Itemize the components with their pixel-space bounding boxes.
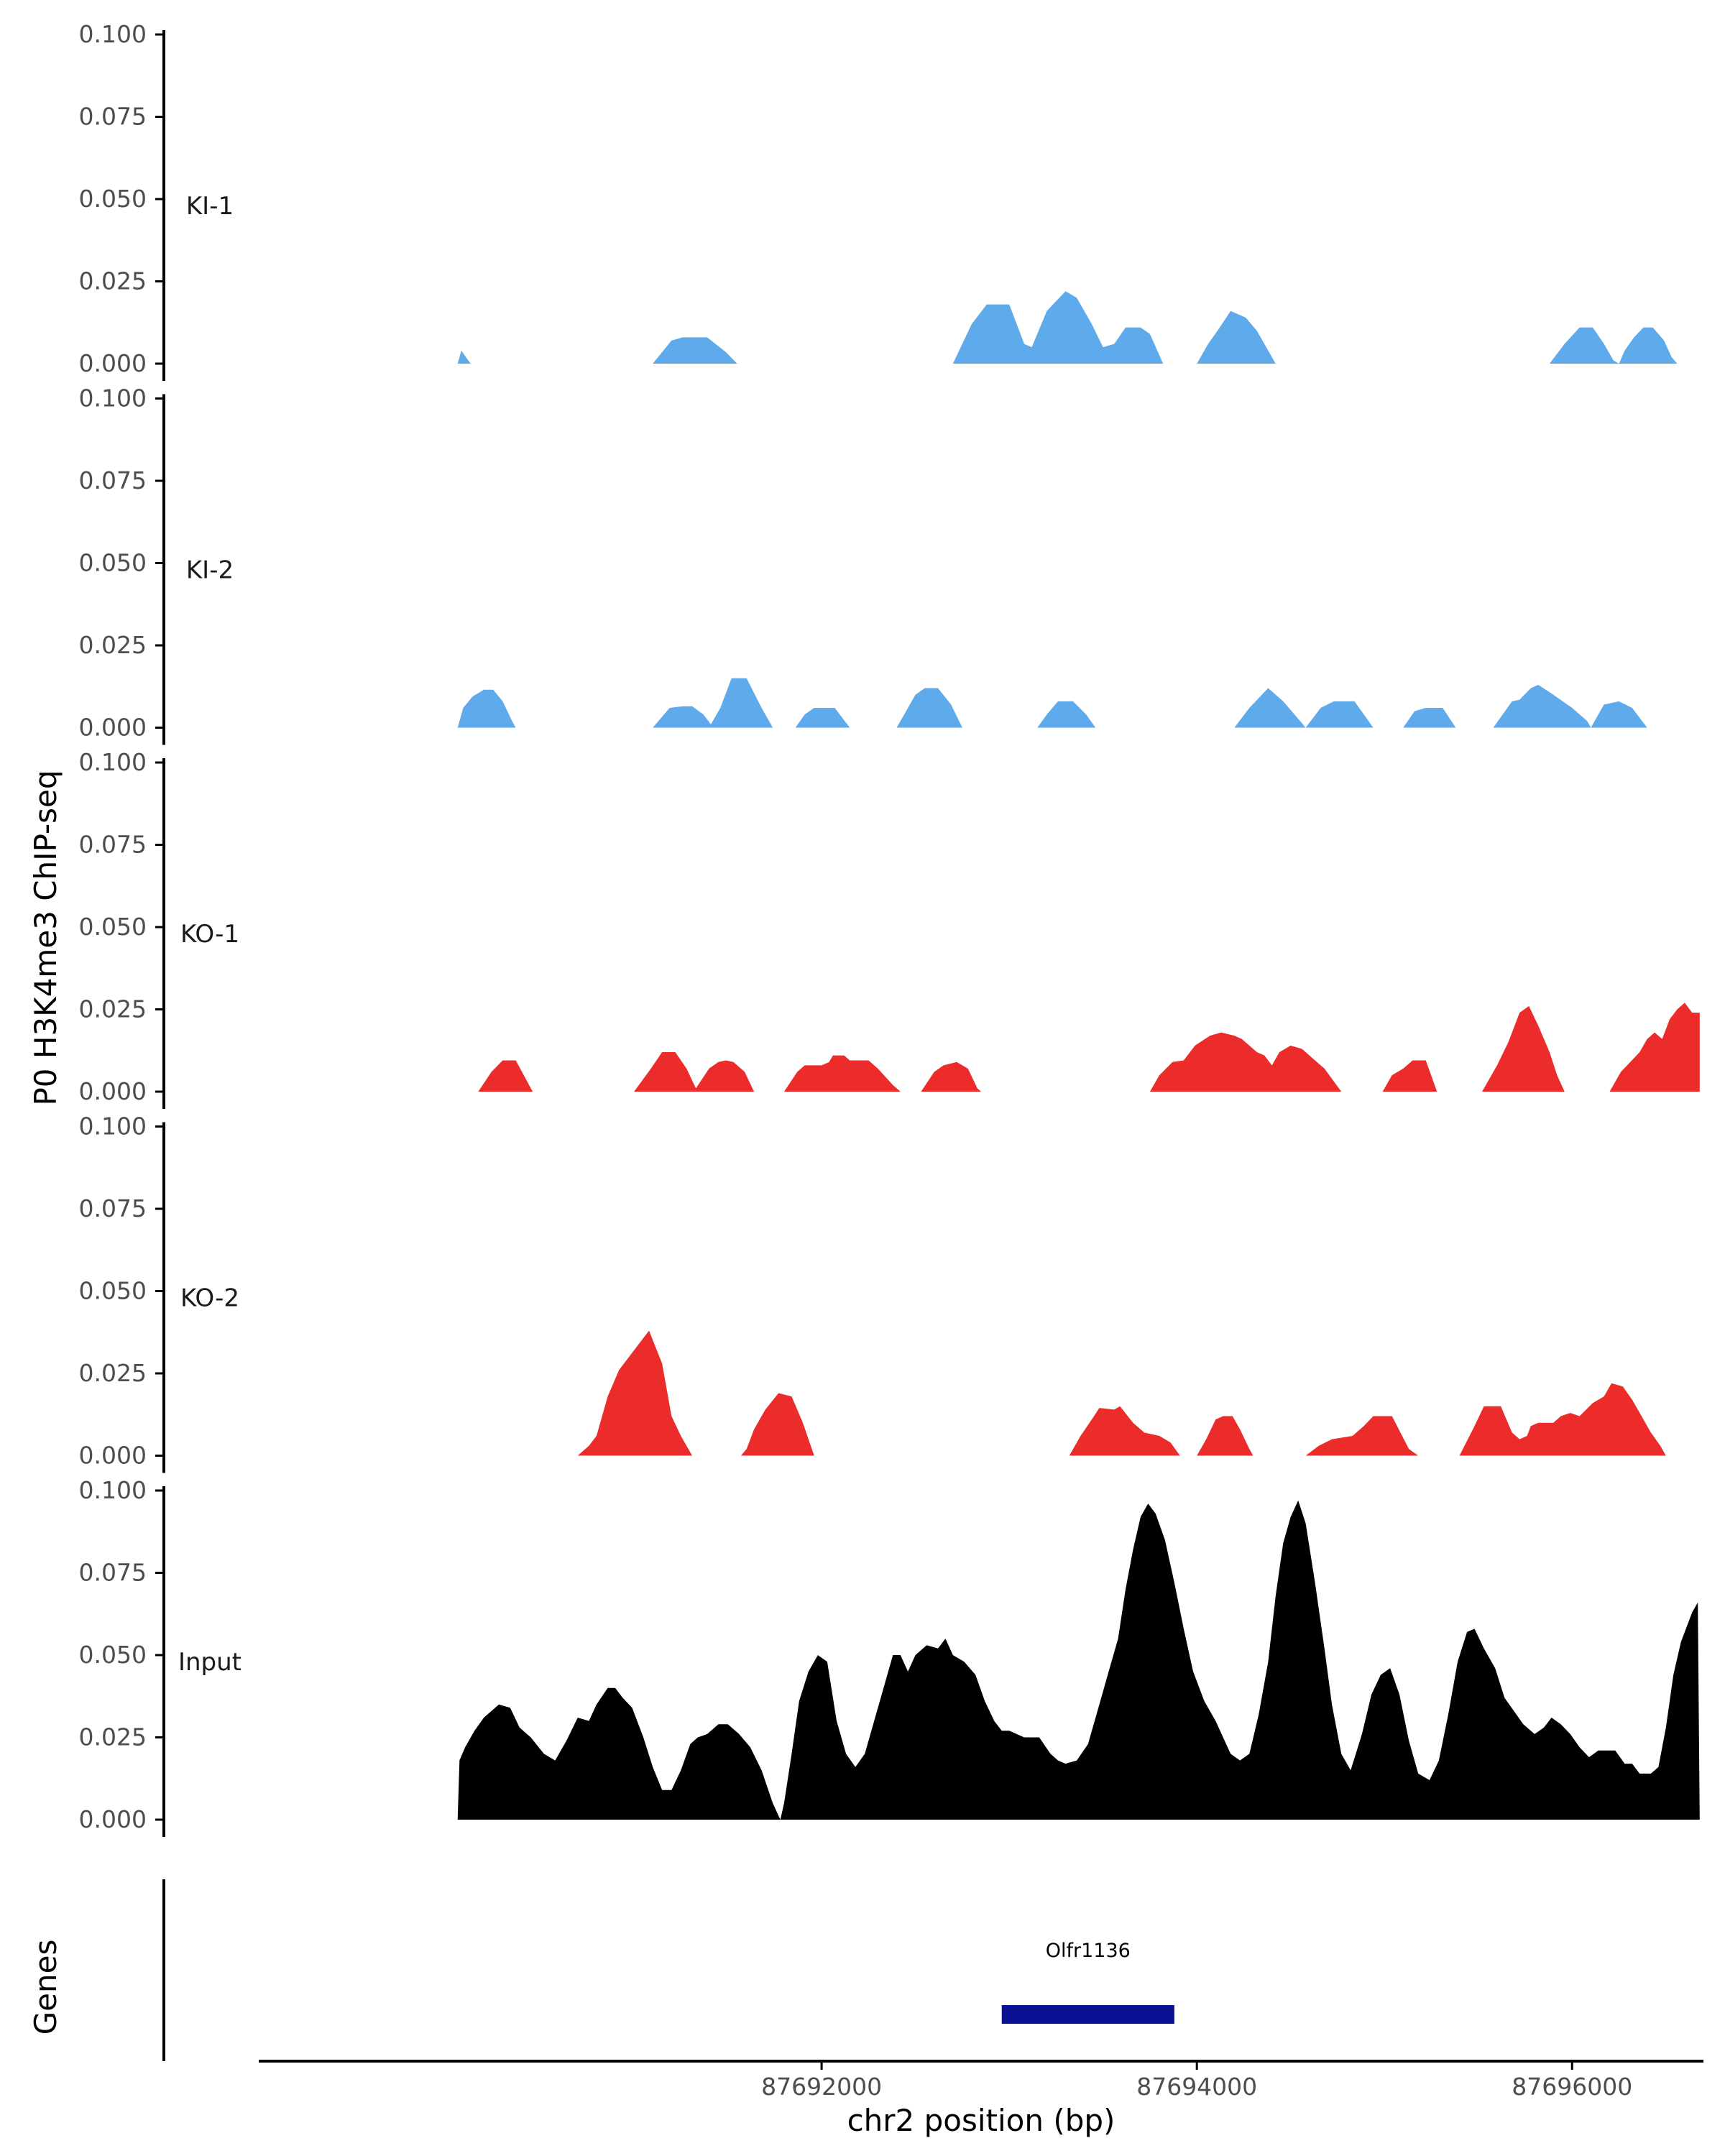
x-tick-label: 87694000: [1136, 2073, 1257, 2101]
y-axis-title: P0 H3K4me3 ChIP-seq: [28, 770, 63, 1105]
gene-label: Olfr1136: [1046, 1940, 1131, 1962]
coverage-peak: [1609, 1003, 1700, 1092]
coverage-peak: [1382, 1060, 1438, 1092]
y-tick-label: 0.025: [79, 631, 147, 659]
x-ticks: 87692000 87694000 87696000: [761, 2061, 1632, 2101]
y-tick-label: 0.075: [79, 103, 147, 131]
y-tick-label: 0.100: [79, 748, 147, 776]
coverage-peak: [1482, 1005, 1565, 1092]
y-tick-label: 0.075: [79, 1194, 147, 1222]
coverage-peak: [1234, 688, 1374, 728]
coverage-peak: [896, 688, 962, 728]
y-tick-label: 0.100: [79, 384, 147, 413]
coverage-peak: [740, 1393, 814, 1456]
track-panel-ki-1: 0.000 0.025 0.050 0.075 0.100 KI-1: [79, 20, 1678, 381]
coverage-peak: [457, 350, 471, 364]
coverage-peak: [952, 291, 1164, 364]
y-tick-label: 0.025: [79, 995, 147, 1023]
y-tick-label: 0.025: [79, 1359, 147, 1387]
y-tick-label: 0.075: [79, 1559, 147, 1587]
coverage-peak: [1459, 1383, 1666, 1456]
track-label: Input: [178, 1648, 242, 1677]
x-axis: 87692000 87694000 87696000 chr2 position (…: [259, 2060, 1703, 2138]
coverage-peak: [783, 1055, 901, 1092]
coverage-peak: [577, 1330, 692, 1456]
y-tick-label: 0.000: [79, 1077, 147, 1105]
y-tick-label: 0.100: [79, 1476, 147, 1504]
coverage-peak: [478, 1060, 533, 1092]
track-panel-input: 0.000 0.025 0.050 0.075 0.100 Input: [79, 1476, 1700, 1837]
y-tick-label: 0.000: [79, 349, 147, 377]
coverage-peak: [1037, 701, 1096, 728]
coverage-peak: [653, 337, 737, 364]
track-label: KO-2: [180, 1284, 239, 1313]
y-tick-label: 0.075: [79, 466, 147, 494]
x-axis-title: chr2 position (bp): [847, 2103, 1116, 2138]
y-tick-label: 0.000: [79, 1442, 147, 1470]
coverage-peak: [1069, 1406, 1180, 1456]
coverage-peak: [1197, 310, 1276, 364]
track-label: KI-1: [186, 192, 234, 221]
y-tick-label: 0.050: [79, 913, 147, 941]
x-tick-label: 87692000: [761, 2073, 882, 2101]
coverage-peak: [653, 678, 773, 728]
track-panel-ki-2: 0.000 0.025 0.050 0.075 0.100 KI-2: [79, 384, 1647, 745]
y-tick-label: 0.050: [79, 185, 147, 213]
y-tick-label: 0.050: [79, 549, 147, 577]
coverage-peak: [795, 708, 850, 728]
track-label: KO-1: [180, 920, 239, 949]
coverage-peak: [921, 1061, 981, 1092]
x-tick-label: 87696000: [1512, 2073, 1632, 2101]
y-tick-label: 0.050: [79, 1277, 147, 1305]
coverage-peak: [634, 1052, 755, 1092]
genes-layer: Olfr1136: [1001, 1940, 1174, 2024]
track-panel-ko-1: 0.000 0.025 0.050 0.075 0.100 KO-1: [79, 748, 1700, 1109]
y-tick-label: 0.025: [79, 267, 147, 295]
coverage-peak: [457, 1500, 1700, 1820]
y-tick-label: 0.100: [79, 20, 147, 48]
genes-panel: Genes Olfr1136: [28, 1879, 1174, 2061]
coverage-peak: [1549, 327, 1678, 364]
coverage-peak: [1305, 1416, 1419, 1456]
coverage-peak: [457, 689, 516, 728]
track-label: KI-2: [186, 556, 234, 585]
y-tick-label: 0.050: [79, 1641, 147, 1669]
y-tick-label: 0.000: [79, 714, 147, 742]
y-tick-label: 0.075: [79, 831, 147, 859]
y-tick-label: 0.025: [79, 1723, 147, 1751]
y-tick-label: 0.100: [79, 1112, 147, 1141]
coverage-peak: [1493, 685, 1647, 728]
y-tick-label: 0.000: [79, 1805, 147, 1833]
gene-bar: [1001, 2005, 1174, 2024]
track-panel-ko-2: 0.000 0.025 0.050 0.075 0.100 KO-2: [79, 1112, 1666, 1473]
coverage-peak: [1197, 1416, 1254, 1456]
coverage-peak: [1403, 708, 1456, 728]
tracks-layer: 0.0000.0250.0500.0750.100KI-10.0000.0250…: [79, 20, 1700, 1837]
genes-panel-title: Genes: [28, 1940, 63, 2035]
coverage-peak: [1149, 1032, 1342, 1092]
